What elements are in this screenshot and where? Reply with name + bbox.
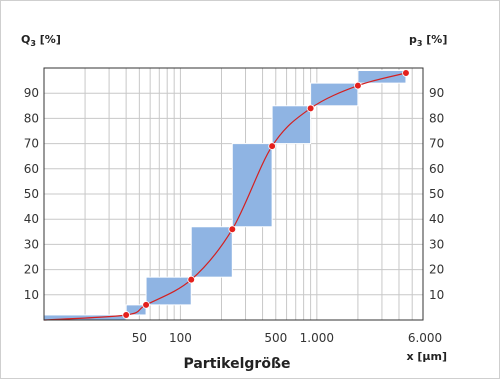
x-tick-label: 50: [132, 331, 147, 345]
histogram-bar: [310, 82, 359, 107]
plot-frame: [43, 67, 424, 321]
y-tick-label-left: 90: [24, 86, 39, 100]
cumulative-point: [228, 225, 237, 234]
y-tick-label-left: 60: [24, 162, 39, 176]
right-axis-title: p3 [%]: [409, 33, 447, 48]
y-tick-label-left: 70: [24, 137, 39, 151]
cumulative-point: [354, 81, 362, 90]
y-tick-label-right: 10: [429, 288, 444, 302]
histogram-bar: [145, 276, 192, 306]
histogram-bar: [190, 226, 233, 278]
cumulative-point: [142, 301, 150, 309]
y-tick-label-left: 10: [24, 288, 39, 302]
y-tick-label-right: 90: [429, 86, 444, 100]
cumulative-point: [187, 275, 196, 284]
x-axis-title: Partikelgröße: [183, 356, 290, 372]
y-tick-label-left: 40: [24, 212, 39, 226]
y-tick-label-right: 70: [429, 137, 444, 151]
y-tick-label-right: 30: [429, 237, 444, 251]
x-tick-label: 100: [169, 331, 192, 345]
y-tick-label-left: 50: [24, 187, 39, 201]
histogram-bar: [125, 304, 147, 316]
x-tick-label: 500: [264, 331, 287, 345]
histogram-bar: [357, 70, 407, 84]
cumulative-point: [402, 69, 410, 77]
cumulative-points: [122, 69, 410, 319]
y-tick-label-left: 80: [24, 111, 39, 125]
histogram-bars: [43, 70, 407, 321]
cumulative-point: [122, 311, 130, 319]
y-tick-label-left: 20: [24, 263, 39, 277]
cumulative-curve-line: [43, 72, 407, 321]
left-axis-title: Q3 [%]: [21, 33, 61, 48]
cumulative-curve: [43, 72, 407, 321]
y-tick-label-right: 40: [429, 212, 444, 226]
y-tick-label-right: 60: [429, 162, 444, 176]
y-tick-label-left: 30: [24, 237, 39, 251]
x-unit-label: x [µm]: [406, 350, 447, 363]
y-tick-label-right: 50: [429, 187, 444, 201]
y-tick-label-right: 20: [429, 263, 444, 277]
y-tick-label-right: 80: [429, 111, 444, 125]
cumulative-point: [306, 104, 315, 113]
x-tick-label: 1.000: [300, 331, 334, 345]
cumulative-point: [268, 142, 276, 150]
x-tick-label: 6.000: [408, 331, 442, 345]
tick-labels: 10 10 20 20 30 30 40 40 50 50 60 60 70 70 80 80 90 90 50 10…: [24, 86, 445, 345]
